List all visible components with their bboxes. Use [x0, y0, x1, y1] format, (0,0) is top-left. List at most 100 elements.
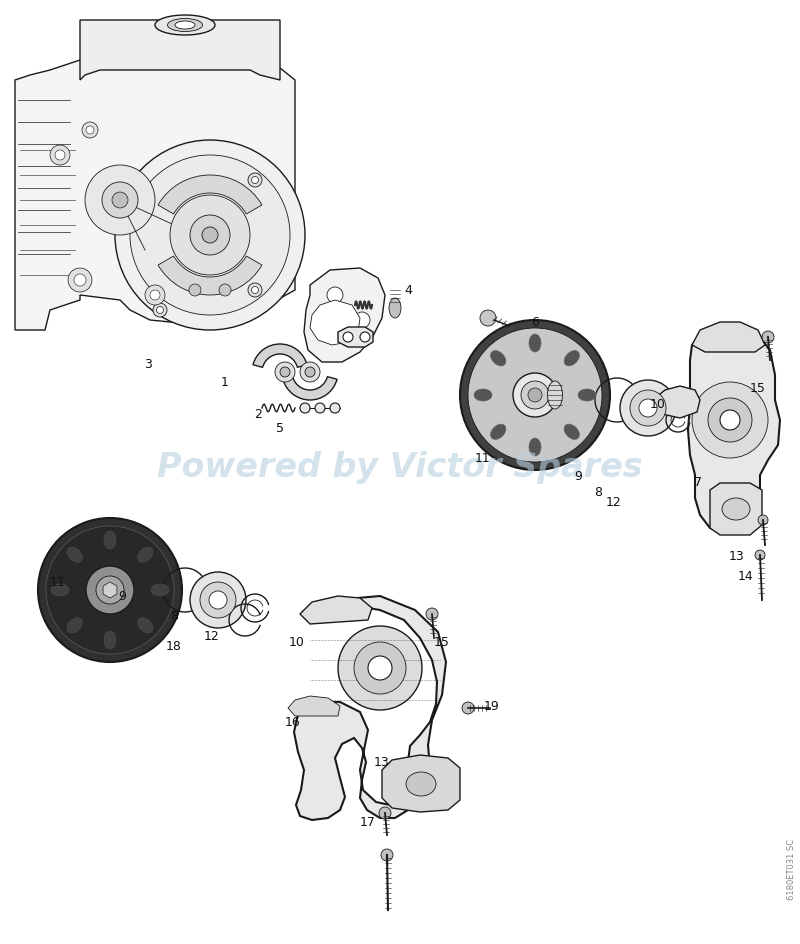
Circle shape [480, 310, 496, 326]
Text: 13: 13 [374, 755, 390, 768]
Text: 19: 19 [484, 700, 500, 714]
Polygon shape [310, 300, 360, 345]
Circle shape [209, 591, 227, 609]
Ellipse shape [151, 584, 169, 596]
Ellipse shape [389, 298, 401, 318]
Ellipse shape [547, 381, 562, 409]
Polygon shape [338, 327, 373, 347]
Text: 8: 8 [170, 611, 178, 623]
Circle shape [251, 286, 258, 294]
Circle shape [68, 268, 92, 292]
Polygon shape [688, 330, 780, 532]
Polygon shape [692, 322, 765, 352]
Text: 9: 9 [574, 469, 582, 482]
Circle shape [248, 283, 262, 297]
Ellipse shape [175, 21, 195, 29]
Circle shape [630, 390, 666, 426]
Text: 16: 16 [285, 716, 301, 729]
Polygon shape [288, 696, 340, 716]
Text: 12: 12 [606, 496, 622, 509]
Circle shape [521, 381, 549, 409]
Circle shape [157, 307, 163, 313]
Text: 10: 10 [289, 635, 305, 649]
Wedge shape [283, 377, 337, 400]
Circle shape [275, 362, 295, 382]
Text: 11: 11 [475, 451, 491, 464]
Text: 9: 9 [118, 591, 126, 603]
Text: 18: 18 [166, 640, 182, 653]
Circle shape [720, 410, 740, 430]
Text: 11: 11 [50, 576, 66, 588]
Text: 3: 3 [144, 359, 152, 372]
Circle shape [190, 572, 246, 628]
Circle shape [426, 608, 438, 620]
Ellipse shape [104, 531, 116, 549]
Text: 7: 7 [694, 476, 702, 488]
Text: 6180ET031 SC: 6180ET031 SC [787, 839, 797, 900]
Text: 2: 2 [254, 408, 262, 420]
Ellipse shape [490, 350, 506, 366]
Text: 13: 13 [729, 550, 745, 564]
Circle shape [327, 287, 343, 303]
Circle shape [102, 182, 138, 218]
Ellipse shape [67, 547, 82, 563]
Circle shape [708, 398, 752, 442]
Ellipse shape [167, 19, 202, 31]
Circle shape [251, 177, 258, 183]
Circle shape [462, 702, 474, 714]
Circle shape [202, 227, 218, 243]
Ellipse shape [406, 772, 436, 796]
Circle shape [300, 403, 310, 413]
Polygon shape [300, 596, 372, 624]
Circle shape [381, 849, 393, 861]
Text: 1: 1 [221, 376, 229, 389]
Text: 12: 12 [204, 631, 220, 644]
Circle shape [46, 526, 174, 654]
Circle shape [280, 367, 290, 377]
Circle shape [86, 126, 94, 134]
Ellipse shape [51, 584, 69, 596]
Circle shape [74, 274, 86, 286]
Polygon shape [15, 45, 295, 330]
Polygon shape [80, 20, 280, 80]
Circle shape [528, 388, 542, 402]
Circle shape [82, 122, 98, 138]
Circle shape [112, 192, 128, 208]
Ellipse shape [490, 424, 506, 439]
Circle shape [755, 550, 765, 560]
Circle shape [360, 332, 370, 342]
Circle shape [300, 362, 320, 382]
Circle shape [368, 656, 392, 680]
Text: 17: 17 [360, 816, 376, 829]
Wedge shape [253, 344, 307, 367]
Circle shape [38, 518, 182, 662]
Ellipse shape [578, 389, 596, 401]
Ellipse shape [529, 438, 541, 456]
Text: 15: 15 [750, 381, 766, 395]
Circle shape [468, 328, 602, 462]
Circle shape [153, 303, 167, 317]
Ellipse shape [104, 631, 116, 649]
Ellipse shape [138, 617, 153, 633]
Circle shape [248, 173, 262, 187]
Circle shape [96, 576, 124, 604]
Circle shape [305, 367, 315, 377]
Circle shape [170, 195, 250, 275]
Ellipse shape [474, 389, 492, 401]
Circle shape [354, 312, 370, 328]
Circle shape [85, 165, 155, 235]
Polygon shape [655, 386, 700, 418]
Text: 14: 14 [738, 570, 754, 583]
Circle shape [620, 380, 676, 436]
Circle shape [343, 332, 353, 342]
Wedge shape [158, 175, 262, 214]
Text: 8: 8 [594, 485, 602, 498]
Circle shape [219, 284, 231, 296]
Ellipse shape [67, 617, 82, 633]
Text: Powered by Victor Spares: Powered by Victor Spares [157, 451, 643, 484]
Polygon shape [103, 582, 117, 598]
Wedge shape [158, 256, 262, 295]
Ellipse shape [564, 424, 579, 439]
Circle shape [50, 145, 70, 165]
Circle shape [145, 285, 165, 305]
